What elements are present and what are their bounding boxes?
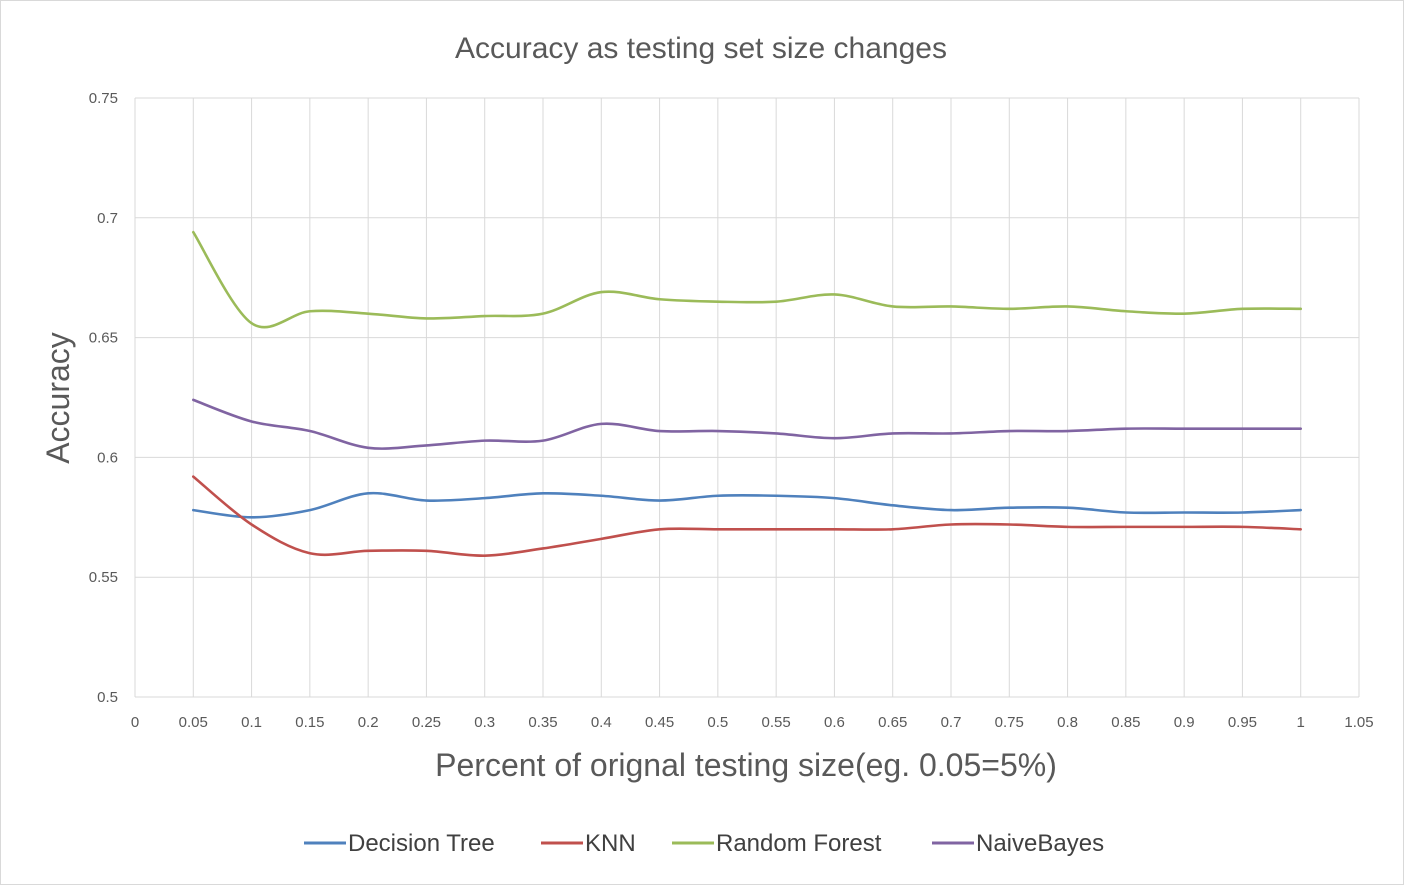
x-tick-label: 0.1	[241, 714, 262, 731]
x-tick-label: 0.15	[295, 714, 324, 731]
x-tick-label: 0.7	[941, 714, 962, 731]
legend-label: Decision Tree	[348, 830, 495, 857]
y-tick-label: 0.7	[97, 210, 118, 227]
x-tick-label: 0.3	[474, 714, 495, 731]
series-layer	[191, 230, 1303, 557]
x-tick-label: 0.95	[1228, 714, 1257, 731]
x-tick-label: 0.6	[824, 714, 845, 731]
x-tick-label: 0.75	[995, 714, 1024, 731]
legend-item-naivebayes: NaiveBayes	[932, 830, 1104, 857]
x-tick-label: 0.2	[358, 714, 379, 731]
legend-item-decision-tree: Decision Tree	[304, 830, 495, 857]
y-tick-label: 0.6	[97, 449, 118, 466]
grid-layer	[134, 97, 1360, 698]
y-axis-title: Accuracy	[40, 332, 76, 464]
series-line-knn	[191, 475, 1303, 557]
x-axis-title: Percent of orignal testing size(eg. 0.05…	[435, 747, 1057, 783]
y-tick-label: 0.5	[97, 689, 118, 706]
x-tick-label: 0.55	[762, 714, 791, 731]
y-tick-label: 0.55	[89, 569, 118, 586]
legend-label: KNN	[585, 830, 636, 857]
x-tick-label: 0.35	[528, 714, 557, 731]
legend-label: Random Forest	[716, 830, 882, 857]
x-tick-label: 0.8	[1057, 714, 1078, 731]
series-line-random-forest	[191, 230, 1303, 329]
x-tick-label: 0.45	[645, 714, 674, 731]
x-tick-label: 0.85	[1111, 714, 1140, 731]
x-tick-label: 0.05	[179, 714, 208, 731]
y-tick-label: 0.75	[89, 90, 118, 107]
x-tick-label: 1.05	[1344, 714, 1373, 731]
legend: Decision Tree KNN Random Forest NaiveBayes	[304, 830, 1104, 857]
legend-label: NaiveBayes	[976, 830, 1104, 857]
x-tick-label: 0	[131, 714, 139, 731]
series-line-decision-tree	[191, 491, 1303, 519]
legend-item-knn: KNN	[541, 830, 636, 857]
tick-labels: 0 0.05 0.1 0.15 0.2 0.25 0.3 0.35 0.4 0.45 0.5 0.55…	[89, 90, 1374, 731]
x-tick-label: 1	[1297, 714, 1305, 731]
x-tick-label: 0.4	[591, 714, 612, 731]
x-tick-label: 0.5	[707, 714, 728, 731]
x-tick-label: 0.9	[1174, 714, 1195, 731]
x-tick-label: 0.25	[412, 714, 441, 731]
y-tick-label: 0.65	[89, 330, 118, 347]
chart-title: Accuracy as testing set size changes	[455, 32, 947, 65]
legend-item-random-forest: Random Forest	[672, 830, 882, 857]
series-line-naivebayes	[191, 398, 1303, 450]
x-tick-label: 0.65	[878, 714, 907, 731]
